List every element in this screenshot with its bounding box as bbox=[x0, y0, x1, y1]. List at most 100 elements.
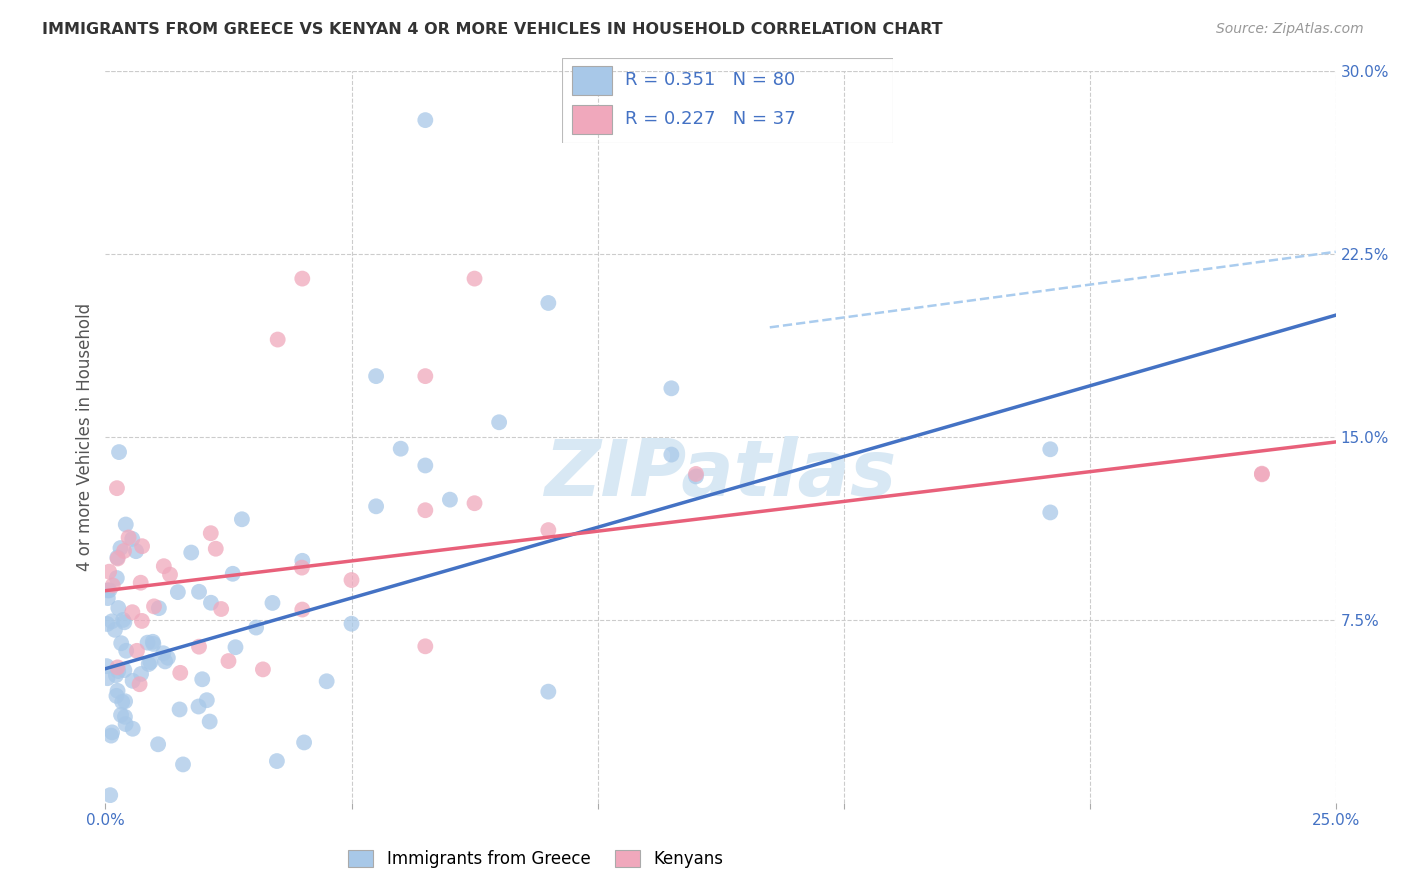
Point bbox=[464, 271, 486, 285]
Text: R = 0.227   N = 37: R = 0.227 N = 37 bbox=[626, 111, 796, 128]
Point bbox=[98, 788, 121, 802]
Point bbox=[114, 717, 136, 731]
Point bbox=[488, 415, 510, 429]
Point bbox=[661, 381, 683, 395]
Y-axis label: 4 or more Vehicles in Household: 4 or more Vehicles in Household bbox=[76, 303, 94, 571]
Point bbox=[104, 668, 127, 682]
Point bbox=[159, 567, 181, 582]
Point bbox=[315, 674, 337, 689]
Point bbox=[107, 683, 129, 698]
Point bbox=[153, 654, 176, 668]
Point bbox=[121, 673, 143, 688]
Point bbox=[291, 554, 314, 568]
Point bbox=[340, 573, 363, 587]
Point bbox=[231, 512, 253, 526]
Point bbox=[138, 657, 160, 671]
Point bbox=[114, 710, 136, 724]
Point bbox=[661, 448, 683, 462]
Point bbox=[148, 601, 170, 615]
Point bbox=[112, 615, 135, 630]
Point bbox=[1251, 467, 1274, 482]
Point bbox=[1251, 467, 1274, 481]
Point bbox=[537, 296, 560, 310]
Point bbox=[204, 541, 226, 556]
Point bbox=[142, 634, 165, 648]
Point bbox=[180, 545, 202, 559]
Point bbox=[200, 596, 222, 610]
Point bbox=[112, 544, 135, 558]
Point bbox=[366, 500, 388, 514]
Point bbox=[156, 650, 179, 665]
Point bbox=[121, 722, 143, 736]
Point bbox=[129, 667, 152, 681]
Point bbox=[291, 560, 314, 574]
Point bbox=[107, 660, 129, 674]
Point bbox=[142, 637, 165, 651]
Point bbox=[292, 735, 315, 749]
Point bbox=[101, 615, 124, 629]
Point bbox=[107, 601, 129, 615]
Point bbox=[112, 663, 135, 677]
Text: ZIPatlas: ZIPatlas bbox=[544, 435, 897, 512]
Point bbox=[117, 531, 139, 545]
Point bbox=[96, 617, 118, 632]
Text: Source: ZipAtlas.com: Source: ZipAtlas.com bbox=[1216, 22, 1364, 37]
Point bbox=[389, 442, 412, 456]
Point bbox=[266, 754, 288, 768]
Point bbox=[218, 654, 240, 668]
Point bbox=[110, 541, 132, 555]
Point bbox=[115, 644, 138, 658]
Point bbox=[291, 271, 314, 285]
Point bbox=[413, 503, 436, 517]
Point bbox=[200, 526, 222, 541]
Point bbox=[464, 496, 486, 510]
Point bbox=[198, 714, 221, 729]
Point bbox=[685, 467, 707, 481]
Point bbox=[108, 445, 131, 459]
Point bbox=[131, 614, 153, 628]
Point bbox=[101, 578, 124, 592]
Point bbox=[366, 369, 388, 384]
Point bbox=[139, 655, 162, 669]
Point bbox=[105, 571, 128, 585]
Point bbox=[121, 532, 143, 546]
Point bbox=[340, 616, 363, 631]
Point bbox=[152, 646, 174, 660]
Point bbox=[98, 583, 121, 598]
Point bbox=[153, 559, 176, 574]
Point bbox=[167, 585, 190, 599]
Point bbox=[191, 673, 214, 687]
Point bbox=[685, 469, 707, 483]
Point bbox=[136, 635, 159, 649]
Point bbox=[222, 566, 245, 581]
Point bbox=[101, 725, 124, 739]
Point bbox=[262, 596, 284, 610]
Point bbox=[105, 689, 128, 703]
Point bbox=[245, 621, 267, 635]
Point bbox=[110, 707, 132, 722]
Point bbox=[96, 659, 118, 673]
Point bbox=[121, 605, 143, 619]
Point bbox=[97, 591, 120, 606]
Point bbox=[96, 671, 118, 685]
Legend: Immigrants from Greece, Kenyans: Immigrants from Greece, Kenyans bbox=[342, 844, 730, 875]
Text: R = 0.351   N = 80: R = 0.351 N = 80 bbox=[626, 71, 796, 89]
Point bbox=[252, 662, 274, 676]
Point bbox=[413, 113, 436, 128]
Point bbox=[125, 544, 148, 558]
Point bbox=[112, 613, 135, 627]
Bar bbox=[572, 66, 612, 95]
Point bbox=[129, 575, 152, 590]
Point bbox=[114, 694, 136, 708]
Bar bbox=[572, 104, 612, 134]
Point bbox=[224, 640, 246, 655]
Point bbox=[537, 523, 560, 537]
Point bbox=[107, 551, 129, 566]
Point bbox=[209, 602, 232, 616]
Point bbox=[1039, 442, 1062, 457]
Point bbox=[267, 333, 290, 347]
Point bbox=[105, 481, 128, 495]
Point bbox=[143, 599, 166, 614]
Point bbox=[188, 584, 211, 599]
Point bbox=[439, 492, 461, 507]
